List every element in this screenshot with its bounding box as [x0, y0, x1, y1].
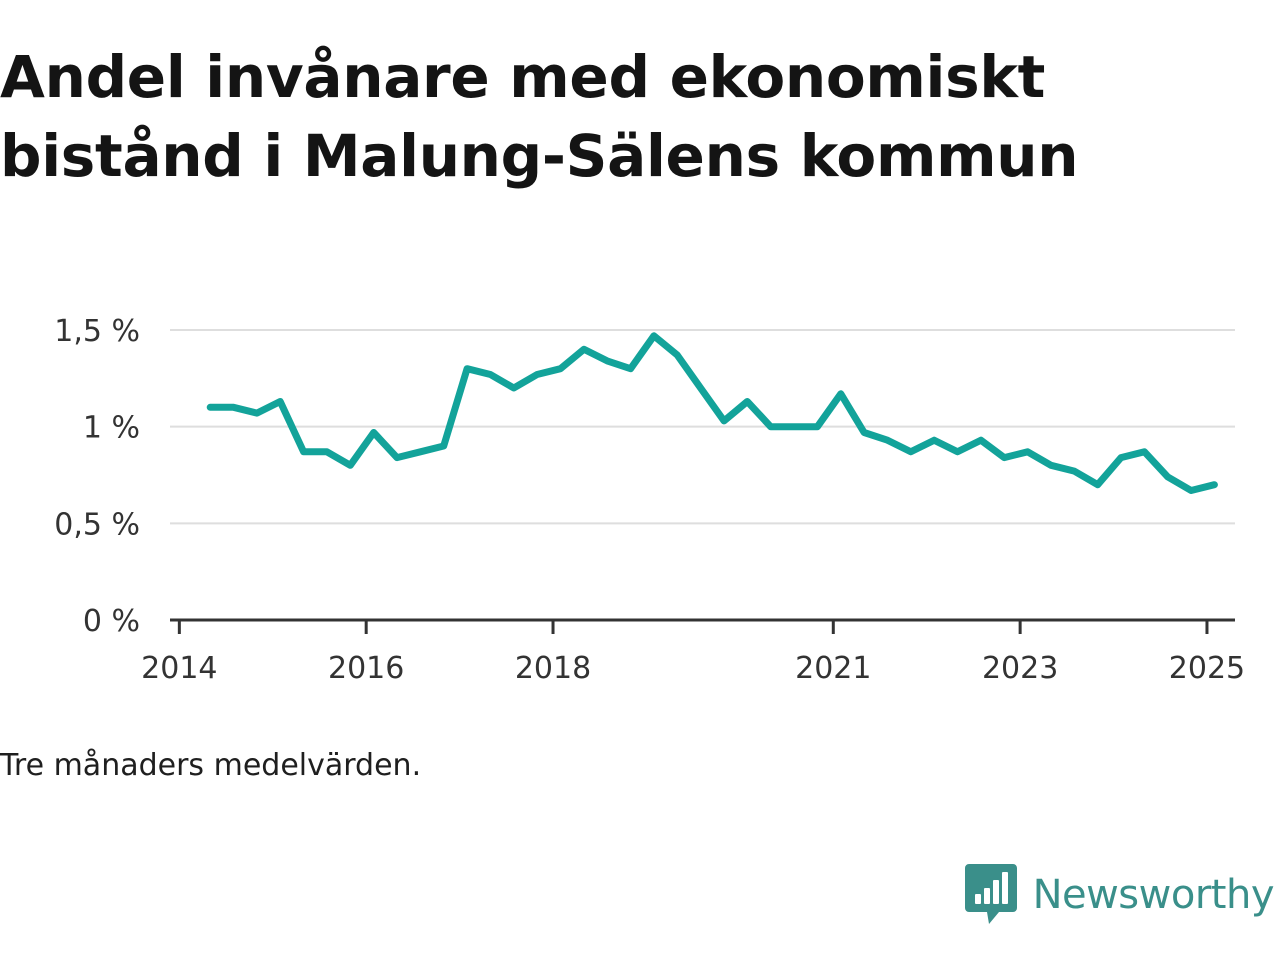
y-tick-label: 1,5 %: [54, 314, 140, 349]
y-tick-label: 1 %: [83, 411, 140, 446]
brand-name: Newsworthy: [1032, 872, 1275, 918]
x-tick-label: 2021: [795, 651, 871, 686]
x-tick-label: 2023: [982, 651, 1058, 686]
line-chart: 0 % 0,5 % 1 % 1,5 % 2014 2016 2018 2021 2023 2025: [54, 314, 1245, 686]
chart-title-line-1: Andel invånare med ekonomiskt: [0, 43, 1046, 111]
series-line: [206, 332, 1218, 494]
x-tick-label: 2014: [141, 651, 217, 686]
chart-caption: Tre månaders medelvärden.: [0, 748, 422, 783]
x-tick-label: 2016: [328, 651, 404, 686]
y-tick-label: 0,5 %: [54, 507, 140, 542]
y-tick-label: 0 %: [83, 604, 140, 639]
chart-title: Andel invånare med ekonomiskt bistånd i …: [0, 38, 1180, 196]
chart-title-line-2: bistånd i Malung-Sälens kommun: [0, 122, 1079, 190]
brand-logo: Newsworthy: [964, 864, 1275, 926]
newsworthy-bar-chart-speech-bubble-icon: [964, 864, 1017, 924]
x-tick-label: 2025: [1169, 651, 1245, 686]
x-tick-label: 2018: [515, 651, 591, 686]
